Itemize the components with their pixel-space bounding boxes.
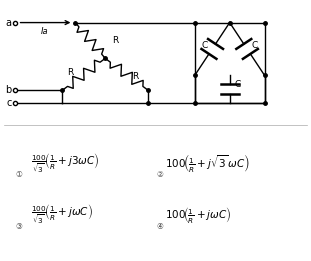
Text: $\frac{100}{\sqrt{3}}\!\left(\frac{1}{R}+j\omega C\right)$: $\frac{100}{\sqrt{3}}\!\left(\frac{1}{R}…: [30, 203, 92, 226]
Text: b: b: [5, 85, 12, 95]
Text: C: C: [202, 41, 208, 50]
Text: R: R: [112, 36, 118, 45]
Text: R: R: [67, 68, 74, 77]
Text: ④: ④: [156, 222, 163, 231]
Text: ③: ③: [15, 222, 22, 231]
Text: R: R: [132, 72, 139, 81]
Text: $100\!\left(\frac{1}{R}+j\omega C\right)$: $100\!\left(\frac{1}{R}+j\omega C\right)…: [165, 205, 231, 224]
Text: $100\!\left(\frac{1}{R}+j\sqrt{3}\,\omega C\right)$: $100\!\left(\frac{1}{R}+j\sqrt{3}\,\omeg…: [165, 152, 250, 174]
Text: C: C: [251, 41, 258, 50]
Text: ②: ②: [156, 170, 163, 179]
Text: $\frac{100}{\sqrt{3}}\!\left(\frac{1}{R}+j3\omega C\right)$: $\frac{100}{\sqrt{3}}\!\left(\frac{1}{R}…: [30, 151, 99, 175]
Text: ①: ①: [15, 170, 22, 179]
Text: Ia: Ia: [41, 27, 49, 36]
Text: a: a: [6, 17, 12, 28]
Text: c: c: [6, 98, 12, 108]
Text: C: C: [234, 80, 241, 89]
